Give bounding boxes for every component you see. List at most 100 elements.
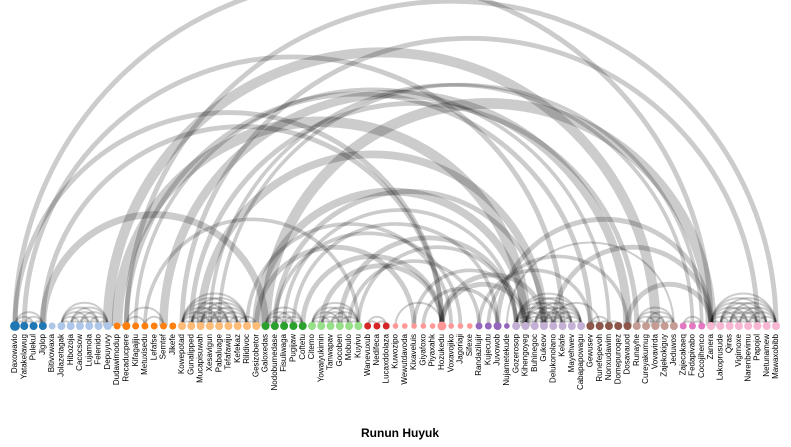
node-wanevuxub (364, 322, 372, 330)
node-label-juvowob: Juvowob (493, 333, 502, 365)
node-cacocsow (75, 322, 84, 330)
node-label-pulekul: Pulekul (29, 334, 38, 360)
link-arc-kowepotad-rilidivoc (181, 292, 249, 327)
link-arc-gunalipped-rilidivoc (190, 297, 249, 327)
node-narenbevimu (744, 322, 753, 330)
node-label-zanera: Zanera (706, 333, 715, 359)
node-label-recaducpere: Recaducpere (121, 333, 130, 381)
link-arc-zanera-netunamew (710, 297, 768, 327)
node-lakoprusude (716, 322, 725, 330)
link-arc-pugijaw-juvowob (291, 222, 500, 327)
node-label-kowepotad: Kowepotad (177, 334, 186, 374)
node-label-jolazetagak: Jolazetagak (57, 333, 66, 377)
node-zanera (707, 322, 716, 330)
node-label-zajecakaeq: Zajecakaeq (678, 334, 687, 375)
node-label-galoxedas: Galoxedas (261, 334, 270, 372)
link-arc-cureyakumug-jeduwos (645, 311, 675, 327)
node-coftetu (298, 322, 307, 330)
link-arc-yowaiyukimin-hozukedu (318, 263, 445, 327)
node-hibozoja (66, 322, 75, 330)
node-hozukedu (437, 321, 447, 331)
node-label-tanwapav: Tanwapav (326, 334, 335, 370)
arc-links (12, 0, 779, 327)
link-arc-fisuliwaga-gozerosop (282, 208, 518, 327)
link-arc-delukonolano-zanera (550, 244, 714, 327)
link-arc-daxowavio-hozukedu (12, 110, 445, 327)
node-label-fedapivabo: Fedapivabo (688, 333, 697, 375)
node-label-lefafse: Lefafse (149, 333, 158, 360)
link-arc-daxowavio-zanera (12, 0, 714, 327)
link-arc-kihengoyeg-kelafe (524, 306, 564, 327)
node-label-runayhe: Runayhe (632, 333, 641, 366)
node-pugijaw (289, 322, 298, 330)
node-label-dudawimodup: Dudawimodup (112, 333, 121, 385)
link-arc-zanera-papojol (710, 301, 759, 327)
node-kelafe (558, 322, 567, 330)
node-xesavigun (205, 322, 214, 330)
link-arc-depuyuvy-vovavirda (102, 47, 661, 327)
node-daxowavio (10, 321, 20, 331)
chart-title: Runun Huyuk (361, 426, 439, 440)
link-arc-narenbevimu-mawaxobibb (747, 311, 777, 327)
link-arc-citemo-gocoben (310, 311, 341, 327)
link-arc-kowepotad-kefekaz (181, 297, 239, 327)
link-arc-recaducpere-mawaxobibb (123, 0, 779, 327)
link-arc-gocoben-gozerosop (337, 235, 519, 327)
node-label-delukonolano: Delukonolano (548, 333, 557, 382)
link-arc-runayhe-jeduwos (635, 306, 675, 327)
node-label-yowaiyukimin: Yowaiyukimin (316, 334, 325, 382)
link-arc-kowepotad-papojol (179, 35, 760, 327)
node-recaducpere (122, 322, 131, 330)
node-cabapapowagu (577, 322, 586, 330)
node-label-mawaxobibb: Mawaxobibb (771, 333, 780, 378)
node-label-randazilujir: Randazilujir (474, 334, 483, 376)
link-arc-kujecutu-dosavauod (486, 254, 630, 327)
link-arc-galoxedas-coftetu (264, 306, 304, 327)
node-label-yatakelawug: Yatakelawug (19, 334, 28, 379)
link-arc-qiras-papojol (728, 311, 759, 327)
node-label-mobulo: Mobulo (344, 333, 353, 360)
node-dosavauod (623, 322, 632, 330)
link-arc-giyafoxo-juvowob (421, 287, 500, 327)
link-arc-mucapisuwah-rilidivoc (199, 301, 249, 327)
node-qiras (725, 322, 734, 330)
node-label-kelafe: Kelafe (558, 333, 567, 356)
node-label-metuxisedu: Metuxisedu (140, 334, 149, 375)
node-kuyivu (354, 322, 363, 330)
node-domepuroqez (614, 322, 623, 330)
node-giyafoxo (420, 323, 427, 329)
node-label-giyafoxo: Giyafoxo (418, 333, 427, 365)
node-gesizobetor (252, 322, 261, 330)
link-arc-coftetu-hozukedu (300, 254, 445, 327)
link-arc-hibozoja-depuyuvy (69, 306, 109, 327)
node-label-gozerosop: Gozerosop (511, 333, 520, 373)
link-arc-mucapisuwah-tefafawiju (199, 311, 230, 327)
link-arc-recaducpere-semtef (125, 306, 165, 327)
node-label-nonxudawim: Nonxudawim (604, 334, 613, 381)
link-arc-gunalipped-kefekaz (190, 301, 239, 327)
link-arc-gunalipped-runayhe (188, 100, 640, 327)
link-arc-buhinegoc-mayehwev (533, 306, 573, 327)
link-arc-randazilujir-gewusev (477, 268, 593, 327)
node-label-depuyuvy: Depuyuvy (103, 334, 112, 370)
link-arc-vigimoxe-mawaxobibb (737, 306, 777, 327)
node-label-voxavojiko: Voxavojiko (446, 333, 455, 372)
node-tanwapav (326, 322, 335, 330)
link-arc-citemo-mobulo (310, 306, 351, 327)
node-label-kuwozipo: Kuwozipo (391, 333, 400, 368)
link-arc-rilidivoc-voxavojiko (245, 222, 454, 327)
node-label-nujametekude: Nujametekude (502, 333, 511, 385)
link-arc-kihengoyeg-delukonolano (524, 311, 555, 327)
node-wewutdavoda (401, 323, 408, 329)
node-label-buhinegoc: Buhinegoc (530, 334, 539, 372)
node-label-kuyivu: Kuyivu (353, 334, 362, 358)
link-arc-kuyivu-gozerosop (356, 245, 518, 327)
node-depuyuvy (103, 322, 112, 330)
node-nedifeca (373, 322, 381, 330)
node-kuwozipo (392, 323, 399, 329)
link-arc-delukonolano-cabapapowagu (552, 311, 583, 327)
node-dudawimodup (113, 322, 121, 330)
node-label-piyaxahk: Piyaxahk (428, 333, 437, 366)
link-arc-gukeov-cabapapowagu (542, 306, 583, 327)
